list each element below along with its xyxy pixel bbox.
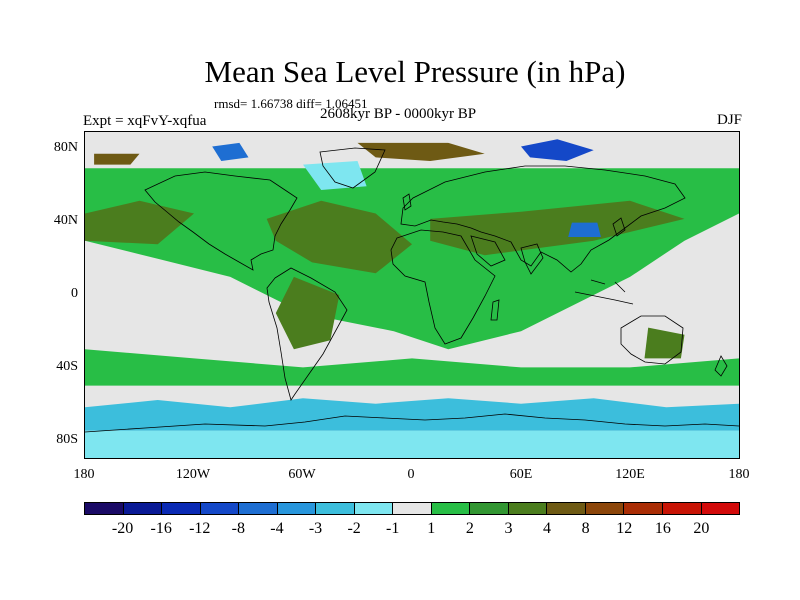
colorbar-swatch	[239, 503, 278, 514]
colorbar-label: 12	[616, 520, 633, 537]
colorbar-label: -4	[270, 520, 284, 537]
colorbar-swatch	[585, 503, 625, 514]
colorbar-label: -3	[308, 520, 323, 537]
pressure-region	[85, 398, 739, 431]
pressure-region	[568, 222, 601, 237]
pressure-region	[303, 161, 367, 190]
colorbar-swatch	[547, 503, 586, 514]
pressure-region	[266, 200, 412, 274]
colorbar-label: 16	[654, 520, 671, 537]
colorbar-swatch	[277, 503, 317, 514]
colorbar-swatch	[316, 503, 355, 514]
map-panel	[84, 131, 740, 459]
colorbar-label: 20	[693, 520, 710, 537]
coastline-antarctica	[85, 413, 739, 433]
coastline-indonesia	[574, 279, 634, 305]
colorbar-swatch	[431, 503, 471, 514]
lon-label: 120E	[615, 467, 645, 482]
colorbar-label: 8	[581, 520, 590, 537]
lat-label: 80S	[56, 432, 78, 447]
map-title: Mean Sea Level Pressure (in hPa)	[204, 54, 626, 89]
lat-label: 40S	[56, 359, 78, 374]
colorbar-label: 2	[465, 520, 474, 537]
pressure-region	[521, 139, 594, 161]
coastline-uk	[402, 193, 412, 211]
colorbar-label: 4	[543, 520, 552, 537]
coastline-arabia	[470, 235, 506, 267]
coastline-greenland	[319, 147, 386, 189]
pressure-map	[85, 132, 739, 458]
colorbar-label: -2	[347, 520, 361, 537]
colorbar-swatch	[354, 503, 394, 514]
colorbar-label: -20	[111, 520, 134, 537]
coastline-india	[520, 243, 544, 275]
period-label: 2608kyr BP - 0000kyr BP	[320, 106, 477, 122]
colorbar	[84, 502, 740, 515]
colorbar-swatch	[470, 503, 509, 514]
season-label: DJF	[716, 112, 742, 128]
colorbar-label: -12	[189, 520, 211, 537]
pressure-region	[212, 142, 249, 161]
colorbar-label: 1	[427, 520, 436, 537]
pressure-regions	[85, 132, 739, 458]
pressure-region	[94, 153, 140, 165]
colorbar-swatch	[508, 503, 548, 514]
colorbar-label: -16	[150, 520, 172, 537]
coastline-south-america	[266, 267, 348, 401]
rmsd-diff-stats: rmsd= 1.66738 diff= 1.06451	[214, 96, 368, 111]
coastline-eurasia	[400, 165, 686, 273]
coastline-japan	[612, 217, 626, 237]
colorbar-label: 3	[504, 520, 513, 537]
pressure-region	[275, 276, 340, 350]
colorbar-swatch	[123, 503, 163, 514]
coastline-madagascar	[490, 299, 500, 321]
lon-label: 60W	[288, 467, 316, 482]
colorbar-swatch	[662, 503, 702, 514]
lat-label: 40N	[53, 213, 78, 228]
experiment-label: Expt = xqFvY-xqfua	[83, 113, 207, 129]
lon-label: 180	[728, 467, 750, 482]
coastline-new-zealand	[714, 355, 728, 377]
colorbar-label: -1	[386, 520, 400, 537]
colorbar-swatch	[393, 503, 432, 514]
coastline-africa	[390, 229, 496, 345]
pressure-region	[85, 430, 739, 458]
lon-label: 0	[407, 467, 415, 482]
lat-label: 80N	[53, 140, 78, 155]
lat-label: 0	[71, 286, 78, 301]
lon-label: 180	[73, 467, 95, 482]
pressure-region	[357, 142, 485, 161]
coastline-australia	[620, 315, 684, 365]
colorbar-swatch	[200, 503, 240, 514]
colorbar-swatch	[85, 503, 124, 514]
colorbar-label: -8	[231, 520, 245, 537]
coastline-north-america	[144, 171, 298, 271]
colorbar-swatch	[162, 503, 201, 514]
pressure-region	[644, 327, 685, 359]
colorbar-swatch	[624, 503, 663, 514]
colorbar-swatch	[701, 503, 740, 514]
lon-label: 120W	[175, 467, 211, 482]
lon-label: 60E	[509, 467, 533, 482]
pressure-region	[85, 349, 739, 386]
coastlines	[85, 147, 739, 433]
